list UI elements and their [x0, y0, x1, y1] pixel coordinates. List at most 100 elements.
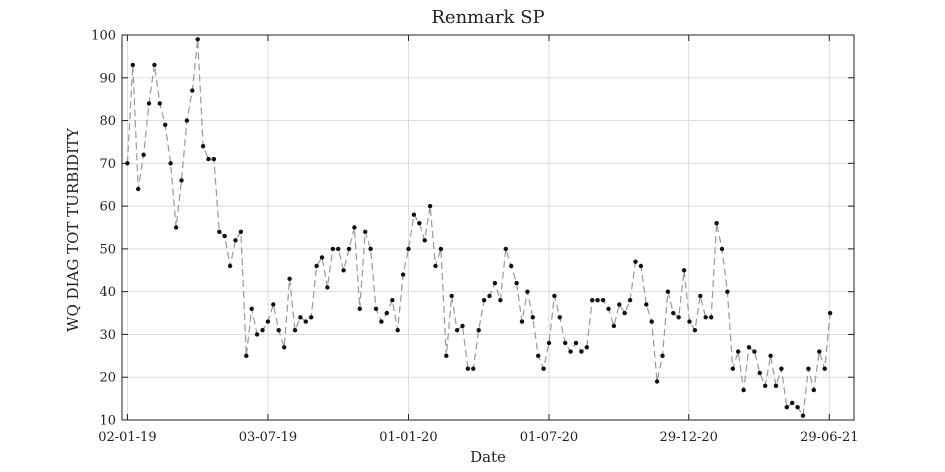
data-point — [681, 268, 687, 273]
data-point — [298, 315, 303, 320]
data-point — [557, 315, 562, 320]
data-point — [552, 293, 557, 299]
series-markers — [125, 37, 833, 418]
data-point — [249, 306, 254, 311]
data-point — [698, 293, 703, 299]
data-point — [687, 319, 692, 324]
data-point — [438, 246, 444, 252]
data-point — [146, 101, 152, 106]
y-tick-label: 70 — [99, 157, 116, 172]
y-axis-label: WQ DIAG TOT TURBIDITY — [64, 127, 82, 332]
data-point — [427, 203, 433, 209]
series-line — [126, 39, 831, 418]
data-point — [714, 221, 719, 226]
data-point — [530, 315, 535, 320]
data-point — [454, 328, 460, 333]
data-point — [319, 255, 325, 260]
data-point — [373, 306, 379, 311]
data-point — [606, 306, 611, 311]
data-point — [784, 405, 789, 410]
x-axis-label: Date — [470, 448, 506, 466]
data-point — [271, 302, 276, 307]
data-point — [498, 298, 503, 303]
y-tick-label: 10 — [99, 414, 116, 429]
data-point — [330, 246, 335, 252]
data-point — [519, 319, 525, 324]
data-point — [352, 225, 357, 230]
data-point — [211, 156, 217, 162]
data-point — [406, 246, 411, 252]
x-tick-label: 02-01-19 — [98, 430, 156, 445]
data-point — [314, 263, 319, 269]
data-point — [265, 319, 271, 324]
data-point — [184, 118, 190, 123]
data-point — [806, 366, 811, 371]
data-point — [206, 156, 211, 162]
data-point — [790, 400, 795, 406]
data-point — [763, 383, 768, 388]
data-point — [422, 238, 427, 243]
data-point — [260, 328, 265, 333]
data-point — [168, 161, 173, 166]
data-point — [217, 229, 222, 234]
data-point — [541, 366, 546, 371]
data-point — [444, 353, 449, 358]
data-point — [638, 263, 644, 269]
y-tick-label: 60 — [99, 200, 116, 215]
data-point — [157, 101, 162, 106]
data-point — [709, 315, 714, 320]
data-point — [590, 298, 595, 303]
x-tick-label: 01-01-20 — [379, 430, 437, 445]
data-point — [779, 366, 784, 371]
y-tick-label: 30 — [99, 328, 116, 343]
data-point — [222, 233, 227, 239]
data-point — [600, 298, 606, 303]
data-point — [471, 366, 476, 371]
data-point — [287, 276, 292, 281]
data-point — [757, 370, 762, 376]
data-point — [622, 310, 627, 316]
data-point — [730, 366, 735, 371]
data-point — [644, 302, 649, 307]
data-point — [752, 349, 757, 354]
data-point — [309, 315, 314, 320]
data-point — [649, 319, 654, 324]
data-point — [195, 37, 200, 42]
data-point — [811, 387, 816, 393]
data-point — [627, 298, 633, 303]
y-tick-label: 40 — [99, 285, 116, 300]
x-tick-label: 29-12-20 — [660, 430, 718, 445]
data-point — [460, 323, 465, 329]
data-point — [173, 225, 179, 230]
data-point — [152, 62, 157, 68]
data-point — [336, 246, 341, 252]
data-point — [611, 323, 617, 329]
data-point — [125, 161, 130, 166]
data-point — [233, 238, 238, 243]
chart-title: Renmark SP — [431, 7, 544, 28]
grid-lines — [122, 34, 854, 421]
data-point — [795, 405, 800, 410]
data-point — [579, 349, 584, 354]
data-point — [487, 293, 492, 299]
data-point — [822, 366, 827, 371]
data-point — [400, 272, 406, 277]
data-point — [746, 345, 752, 350]
x-axis-ticks: 02-01-19 03-07-19 01-01-20 01-07-20 29-12-20… — [98, 35, 859, 445]
data-point — [768, 353, 773, 358]
plot-area-frame — [121, 34, 855, 421]
data-point — [476, 328, 481, 333]
data-point — [163, 122, 168, 128]
data-point — [736, 349, 741, 354]
y-tick-label: 20 — [99, 371, 116, 386]
data-point — [325, 285, 330, 290]
data-point — [254, 332, 260, 337]
data-point — [357, 306, 362, 311]
data-point — [465, 366, 471, 371]
data-point — [411, 212, 417, 217]
data-point — [665, 289, 671, 294]
data-point — [282, 345, 287, 350]
data-point — [227, 263, 233, 269]
data-point — [817, 349, 822, 354]
data-point — [800, 413, 806, 418]
